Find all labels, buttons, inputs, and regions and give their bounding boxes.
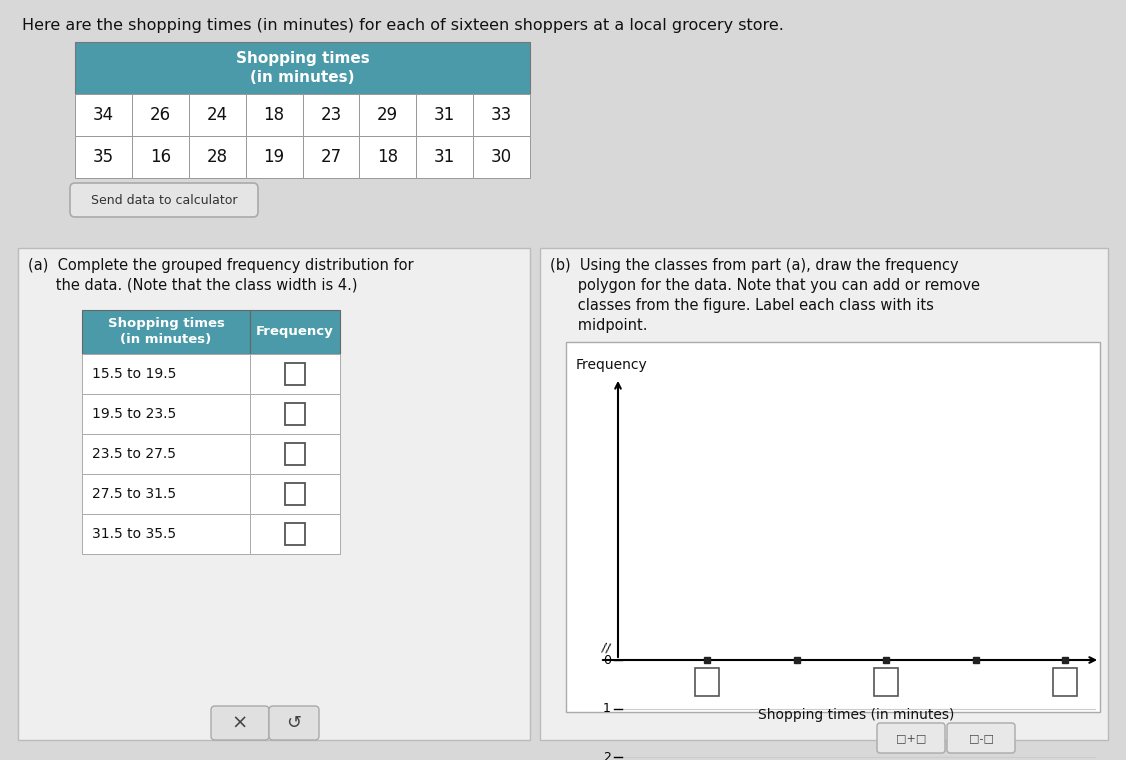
FancyBboxPatch shape: [696, 668, 720, 696]
FancyBboxPatch shape: [285, 483, 305, 505]
FancyBboxPatch shape: [359, 136, 417, 178]
Text: 2: 2: [604, 751, 611, 760]
Text: □+□: □+□: [896, 733, 927, 743]
FancyBboxPatch shape: [250, 354, 340, 394]
FancyBboxPatch shape: [18, 248, 530, 740]
FancyBboxPatch shape: [82, 310, 250, 354]
Text: 0: 0: [604, 654, 611, 667]
FancyBboxPatch shape: [285, 443, 305, 465]
FancyBboxPatch shape: [250, 434, 340, 474]
Text: 1: 1: [604, 702, 611, 715]
FancyBboxPatch shape: [417, 136, 473, 178]
FancyBboxPatch shape: [70, 183, 258, 217]
FancyBboxPatch shape: [189, 94, 245, 136]
Text: 30: 30: [491, 148, 512, 166]
Text: 35: 35: [92, 148, 114, 166]
Text: (a)  Complete the grouped frequency distribution for: (a) Complete the grouped frequency distr…: [28, 258, 413, 273]
FancyBboxPatch shape: [250, 474, 340, 514]
Text: Shopping times
(in minutes): Shopping times (in minutes): [235, 51, 369, 85]
FancyBboxPatch shape: [250, 394, 340, 434]
Text: 27: 27: [321, 148, 341, 166]
Text: 19.5 to 23.5: 19.5 to 23.5: [92, 407, 177, 421]
Text: classes from the figure. Label each class with its: classes from the figure. Label each clas…: [549, 298, 933, 313]
Text: 28: 28: [207, 148, 227, 166]
FancyBboxPatch shape: [82, 394, 250, 434]
FancyBboxPatch shape: [874, 668, 899, 696]
Text: 29: 29: [377, 106, 399, 124]
Text: 15.5 to 19.5: 15.5 to 19.5: [92, 367, 177, 381]
FancyBboxPatch shape: [303, 94, 359, 136]
FancyBboxPatch shape: [877, 723, 945, 753]
FancyBboxPatch shape: [947, 723, 1015, 753]
FancyBboxPatch shape: [473, 136, 530, 178]
FancyBboxPatch shape: [417, 94, 473, 136]
Text: 23: 23: [320, 106, 341, 124]
FancyBboxPatch shape: [285, 523, 305, 545]
Text: 18: 18: [377, 148, 399, 166]
FancyBboxPatch shape: [75, 136, 132, 178]
Text: 19: 19: [263, 148, 285, 166]
Text: 23.5 to 27.5: 23.5 to 27.5: [92, 447, 176, 461]
Text: 33: 33: [491, 106, 512, 124]
FancyBboxPatch shape: [75, 94, 132, 136]
FancyBboxPatch shape: [1053, 668, 1076, 696]
Text: ↺: ↺: [286, 714, 302, 732]
Text: //: //: [600, 641, 611, 655]
Text: Here are the shopping times (in minutes) for each of sixteen shoppers at a local: Here are the shopping times (in minutes)…: [23, 18, 784, 33]
FancyBboxPatch shape: [245, 94, 303, 136]
Text: Frequency: Frequency: [577, 358, 647, 372]
Text: Shopping times (in minutes): Shopping times (in minutes): [758, 708, 955, 722]
FancyBboxPatch shape: [250, 310, 340, 354]
FancyBboxPatch shape: [211, 706, 269, 740]
Text: (b)  Using the classes from part (a), draw the frequency: (b) Using the classes from part (a), dra…: [549, 258, 958, 273]
FancyBboxPatch shape: [189, 136, 245, 178]
Text: 34: 34: [92, 106, 114, 124]
FancyBboxPatch shape: [82, 514, 250, 554]
FancyBboxPatch shape: [82, 474, 250, 514]
Text: 31: 31: [434, 148, 455, 166]
Text: the data. (Note that the class width is 4.): the data. (Note that the class width is …: [28, 278, 357, 293]
FancyBboxPatch shape: [132, 136, 189, 178]
FancyBboxPatch shape: [269, 706, 319, 740]
FancyBboxPatch shape: [285, 403, 305, 425]
FancyBboxPatch shape: [82, 434, 250, 474]
Text: Shopping times
(in minutes): Shopping times (in minutes): [108, 318, 224, 347]
FancyBboxPatch shape: [540, 248, 1108, 740]
FancyBboxPatch shape: [359, 94, 417, 136]
Text: □-□: □-□: [968, 733, 993, 743]
Text: 27.5 to 31.5: 27.5 to 31.5: [92, 487, 176, 501]
FancyBboxPatch shape: [566, 342, 1100, 712]
FancyBboxPatch shape: [245, 136, 303, 178]
Text: ×: ×: [232, 714, 248, 733]
FancyBboxPatch shape: [75, 42, 530, 94]
FancyBboxPatch shape: [250, 514, 340, 554]
FancyBboxPatch shape: [132, 94, 189, 136]
Text: polygon for the data. Note that you can add or remove: polygon for the data. Note that you can …: [549, 278, 980, 293]
Text: midpoint.: midpoint.: [549, 318, 647, 333]
FancyBboxPatch shape: [285, 363, 305, 385]
Text: Send data to calculator: Send data to calculator: [91, 194, 238, 207]
Text: 24: 24: [207, 106, 227, 124]
Text: 31.5 to 35.5: 31.5 to 35.5: [92, 527, 176, 541]
Text: Frequency: Frequency: [256, 325, 334, 338]
FancyBboxPatch shape: [303, 136, 359, 178]
Text: 18: 18: [263, 106, 285, 124]
Text: 26: 26: [150, 106, 171, 124]
Text: 31: 31: [434, 106, 455, 124]
FancyBboxPatch shape: [473, 94, 530, 136]
Text: 16: 16: [150, 148, 171, 166]
FancyBboxPatch shape: [82, 354, 250, 394]
